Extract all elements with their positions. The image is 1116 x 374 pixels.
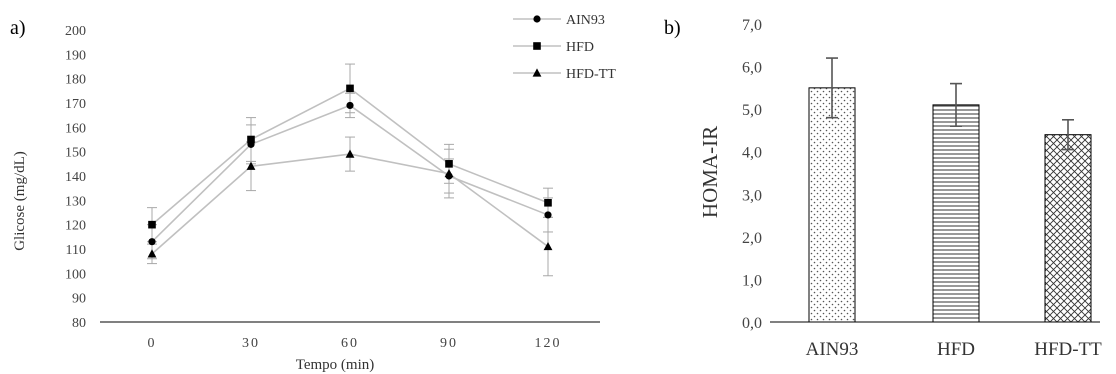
data-point-hfd-tt	[147, 249, 157, 258]
glucose-line-chart: a) 80 90 100 110 120 130 140 150 160 170 180 190 200…	[10, 13, 616, 373]
bar-hfd	[932, 104, 980, 323]
y-tick-label: 3,0	[742, 187, 762, 204]
panel-label-b: b)	[664, 17, 681, 39]
y-tick-label: 0,0	[742, 315, 762, 332]
legend-marker	[532, 68, 542, 77]
y-tick-label: 4,0	[742, 145, 762, 162]
x-tick-label: HFD-TT	[1034, 339, 1102, 360]
x-tick-label: 60	[341, 336, 359, 351]
data-point-hfd	[445, 160, 453, 168]
data-point-hfd-tt	[345, 149, 355, 158]
legend-label: AIN93	[566, 13, 605, 28]
y-tick-label: 1,0	[742, 272, 762, 289]
y-tick-label: 190	[65, 48, 86, 63]
y-tick-label: 180	[65, 73, 86, 88]
y-tick-label: 130	[65, 194, 86, 209]
data-point-hfd-tt	[444, 168, 454, 178]
data-point-ain93	[544, 211, 552, 219]
y-tick-label: 200	[65, 24, 86, 39]
y-tick-label: 110	[66, 243, 86, 258]
y-tick-label: 160	[65, 121, 86, 136]
x-tick-label: AIN93	[806, 339, 859, 360]
data-point-hfd-tt	[246, 161, 256, 170]
bar-ain93	[808, 87, 856, 323]
data-point-hfd	[544, 198, 552, 207]
data-point-hfd-tt	[543, 241, 553, 251]
x-axis-title: Tempo (min)	[296, 357, 375, 373]
y-tick-label: 170	[65, 97, 86, 112]
data-point-hfd	[148, 220, 156, 229]
x-tick-label: 120	[535, 336, 562, 351]
data-point-hfd	[247, 135, 255, 144]
y-tick-label: 5,0	[742, 102, 762, 119]
y-tick-label: 6,0	[742, 60, 762, 77]
y-tick-label: 100	[65, 267, 86, 282]
y-tick-label: 120	[65, 219, 86, 234]
x-tick-label: 30	[242, 336, 260, 351]
y-tick-label: 7,0	[742, 17, 762, 34]
legend-marker	[533, 42, 541, 50]
y-tick-label: 2,0	[742, 230, 762, 247]
x-tick-label: HFD	[937, 339, 975, 360]
data-point-ain93	[346, 101, 354, 110]
y-tick-label: 150	[65, 146, 86, 161]
y-tick-label: 80	[72, 316, 86, 331]
legend-label: HFD-TT	[566, 67, 616, 82]
data-point-ain93	[148, 238, 156, 246]
legend-marker	[533, 15, 541, 23]
x-tick-label: 90	[440, 336, 458, 351]
y-axis-title: HOMA-IR	[698, 126, 722, 218]
legend-label: HFD	[566, 40, 594, 55]
panel-label-a: a)	[10, 17, 26, 39]
data-point-hfd	[346, 84, 354, 93]
y-axis-title: Glicose (mg/dL)	[12, 151, 28, 251]
y-tick-label: 140	[65, 170, 86, 185]
y-tick-label: 90	[72, 292, 86, 307]
homa-ir-bar-chart: b) 0,0 1,0 2,0 3,0 4,0 5,0 6,0 7,0 AIN93 HFD HFD-…	[664, 17, 1102, 360]
x-tick-label: 0	[148, 336, 157, 351]
bar-hfd-tt	[1044, 134, 1092, 323]
